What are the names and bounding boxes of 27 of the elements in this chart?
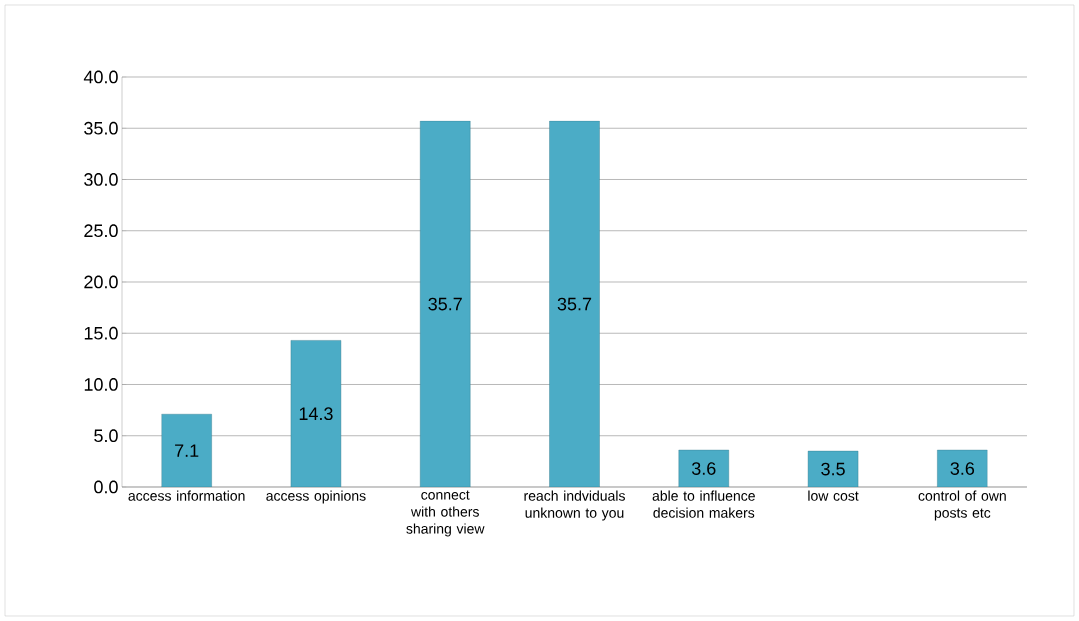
x-tick-label: access information bbox=[128, 490, 245, 501]
x-tick-label: access opinions bbox=[266, 490, 366, 504]
x-tick-label: connect with others sharing view bbox=[406, 490, 485, 537]
data-label: 3.6 bbox=[950, 462, 975, 475]
bar bbox=[161, 414, 212, 487]
data-label: 35.7 bbox=[557, 297, 592, 311]
bar bbox=[549, 120, 600, 487]
data-label: 3.6 bbox=[691, 462, 716, 475]
data-label: 14.3 bbox=[299, 407, 333, 421]
y-tick-label: 40.0 bbox=[83, 70, 118, 84]
y-tick-label: 30.0 bbox=[84, 173, 118, 186]
bar bbox=[290, 340, 342, 487]
y-tick-label: 10.0 bbox=[84, 378, 118, 391]
y-tick-label: 20.0 bbox=[84, 275, 118, 289]
data-label: 35.7 bbox=[428, 297, 462, 311]
y-tick-label: 35.0 bbox=[84, 121, 118, 135]
data-label: 7.1 bbox=[175, 444, 199, 457]
y-tick-label: 25.0 bbox=[84, 224, 118, 238]
x-tick-label: able to influence decision makers bbox=[652, 490, 755, 518]
y-tick-label: 15.0 bbox=[84, 326, 118, 340]
x-tick-label: low cost bbox=[808, 490, 859, 501]
bar bbox=[420, 120, 471, 487]
x-tick-label: control of own posts etc bbox=[918, 490, 1006, 521]
data-label: 3.5 bbox=[821, 462, 845, 476]
x-tick-label: reach indviduals unknown to you bbox=[524, 490, 625, 521]
y-tick-label: 0.0 bbox=[94, 480, 118, 494]
y-tick-label: 5.0 bbox=[94, 429, 118, 443]
